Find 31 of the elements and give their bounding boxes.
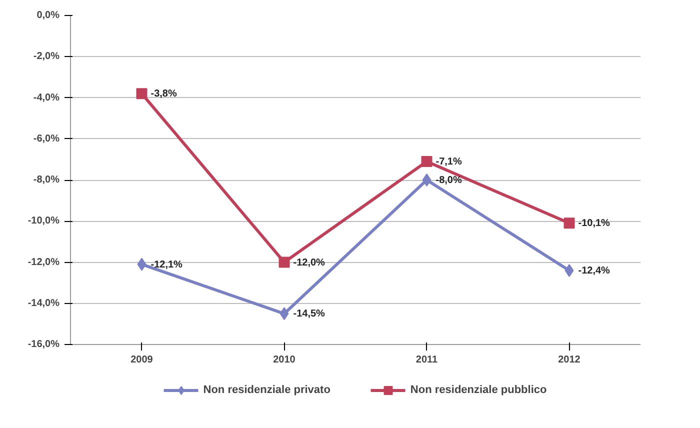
data-label: -3,8% (150, 88, 177, 100)
legend-label: Non residenziale pubblico (410, 384, 547, 396)
y-tick-label: -14,0% (28, 298, 60, 309)
data-label: -14,5% (293, 308, 326, 320)
point (280, 307, 289, 320)
data-label: -7,1% (436, 156, 462, 168)
y-tick-label: 0,0% (36, 10, 60, 21)
point (422, 174, 432, 186)
y-tick-label: -16,0% (28, 339, 60, 350)
x-tick-label: 2009 (130, 354, 154, 366)
x-tick-label: 2011 (416, 354, 438, 366)
point (564, 218, 575, 229)
y-tick-label: -8,0% (33, 174, 60, 186)
point (137, 258, 146, 271)
y-tick-label: -4,0% (33, 92, 60, 104)
data-label: -8,0% (436, 175, 462, 186)
point (278, 256, 290, 268)
data-label: -10,1% (578, 218, 610, 230)
point (564, 264, 574, 277)
y-tick-label: -12,0% (28, 256, 60, 268)
x-tick-label: 2010 (273, 354, 296, 366)
y-tick-label: -10,0% (28, 216, 60, 227)
data-label: -12,4% (578, 265, 610, 276)
legend-label: Non residenziale privato (203, 384, 330, 396)
y-tick-label: -2,0% (33, 51, 60, 62)
point (136, 88, 148, 100)
x-tick-label: 2012 (558, 354, 581, 366)
data-label: -12,0% (293, 257, 326, 268)
y-tick-label: -6,0% (33, 133, 60, 144)
data-label: -12,1% (150, 259, 183, 270)
point (421, 156, 432, 167)
